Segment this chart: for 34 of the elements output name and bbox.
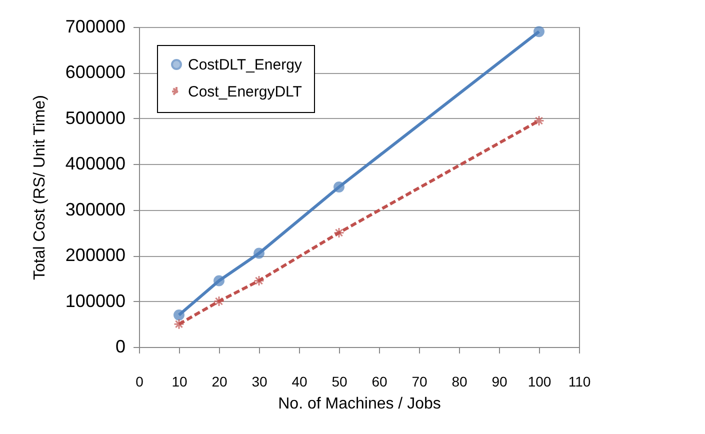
point: [334, 182, 344, 192]
y-tick-label: 200000: [65, 245, 126, 266]
x-tick-label: 10: [172, 374, 188, 390]
point: [174, 310, 184, 320]
y-tick-label: 400000: [65, 154, 126, 174]
x-tick-label: 30: [252, 374, 268, 390]
y-tick-label: 0: [115, 336, 126, 356]
point: [254, 248, 264, 259]
point: [334, 227, 344, 238]
y-tick-label: 100000: [65, 290, 126, 311]
x-tick-label: 70: [412, 374, 428, 390]
x-tick-label: 100: [528, 374, 552, 390]
y-tick-label: 700000: [65, 16, 126, 36]
point: [254, 275, 264, 286]
x-tick-label: 50: [332, 374, 348, 390]
point: [174, 318, 184, 330]
x-tick-label: 40: [292, 374, 308, 390]
y-axis-title: Total Cost (RS/ Unit Time): [31, 95, 48, 280]
point: [214, 296, 224, 307]
x-tick-label: 110: [568, 374, 591, 390]
y-tick-label: 300000: [65, 199, 126, 220]
y-tick-label: 600000: [65, 62, 126, 82]
x-tick-label: 20: [212, 374, 228, 390]
x-tick-label: 80: [452, 374, 468, 390]
legend-label: Cost_EnergyDLT: [188, 84, 302, 100]
point: [214, 275, 224, 286]
x-axis-title: No. of Machines / Jobs: [278, 396, 441, 412]
x-tick-label: 60: [372, 374, 388, 390]
x-tick-label: 0: [136, 374, 144, 390]
x-tick-label: 90: [492, 374, 508, 390]
point: [534, 115, 544, 126]
y-tick-label: 500000: [65, 108, 126, 128]
point: [534, 26, 544, 38]
legend-label: CostDLT_Energy: [188, 56, 302, 74]
